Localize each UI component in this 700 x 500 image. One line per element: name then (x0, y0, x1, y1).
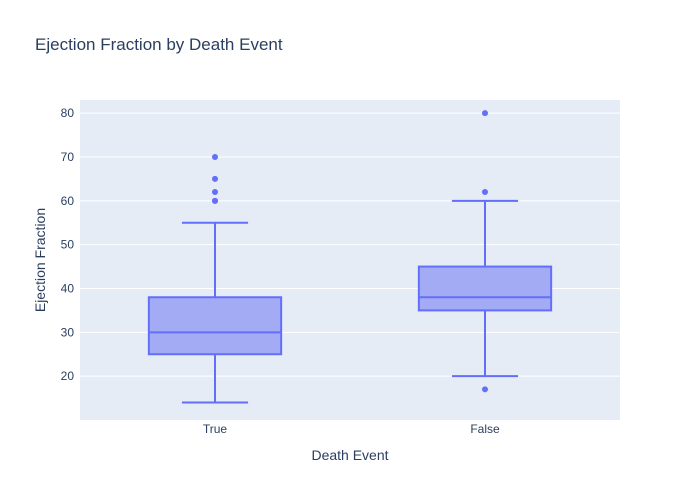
box-true (147, 153, 283, 404)
y-axis-ticks: 20 30 40 50 60 70 80 (61, 106, 75, 383)
y-tick-label: 20 (61, 369, 75, 383)
x-tick-label: True (203, 422, 228, 436)
y-axis-title: Ejection Fraction (32, 208, 48, 312)
plot-area (80, 100, 620, 420)
y-tick-label: 40 (61, 281, 75, 295)
chart-title: Ejection Fraction by Death Event (35, 35, 283, 54)
x-axis-title: Death Event (311, 447, 388, 463)
outlier-point (212, 175, 218, 182)
y-tick-label: 70 (61, 150, 75, 164)
y-tick-label: 50 (61, 238, 75, 252)
box-series (147, 110, 553, 404)
outlier-point (212, 197, 218, 204)
y-tick-label: 30 (61, 325, 75, 339)
outlier-point (482, 386, 488, 393)
outlier-point (482, 189, 488, 196)
x-axis-ticks: True False (203, 422, 500, 436)
box-false (417, 110, 553, 393)
y-tick-label: 60 (61, 194, 75, 208)
iqr-box (147, 296, 283, 356)
y-tick-label: 80 (61, 106, 75, 120)
x-tick-label: False (470, 422, 500, 436)
outlier-point (212, 189, 218, 196)
outlier-point (482, 110, 488, 117)
iqr-box (417, 265, 553, 312)
outlier-point (212, 153, 218, 160)
